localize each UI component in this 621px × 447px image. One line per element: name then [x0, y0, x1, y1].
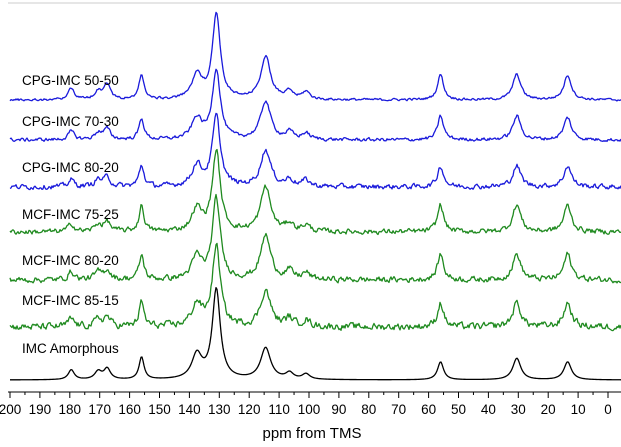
x-axis-title: ppm from TMS [263, 425, 362, 442]
x-tick-label: 130 [208, 402, 231, 417]
spectrum-line-cpg-imc-80-20 [9, 112, 621, 191]
x-tick-label: 170 [88, 402, 111, 417]
series-label: IMC Amorphous [22, 341, 119, 356]
x-tick-label: 30 [511, 402, 526, 417]
x-tick-label: 20 [541, 402, 556, 417]
x-tick-label: 100 [298, 402, 321, 417]
spectrum-line-cpg-imc-70-30 [9, 68, 621, 143]
x-tick-label: 180 [59, 402, 82, 417]
x-tick-label: 110 [268, 402, 290, 417]
x-tick-label: 10 [571, 402, 586, 417]
x-tick-label: 40 [481, 402, 496, 417]
x-tick-label: 0 [604, 402, 612, 417]
series-label: CPG-IMC 70-30 [22, 114, 119, 129]
spectrum-line-cpg-imc-50-50 [9, 11, 621, 102]
x-tick-label: 140 [178, 402, 201, 417]
series-label: MCF-IMC 75-25 [22, 207, 119, 222]
spectra-traces [9, 11, 621, 381]
series-label: CPG-IMC 80-20 [22, 160, 119, 175]
series-label: CPG-IMC 50-50 [22, 73, 119, 88]
series-labels: CPG-IMC 50-50 CPG-IMC 70-30 CPG-IMC 80-20 M… [22, 73, 119, 356]
series-label: MCF-IMC 85-15 [22, 293, 119, 308]
x-tick-label: 60 [421, 402, 436, 417]
spectrum-line-imc-amorphous [10, 287, 621, 381]
x-tick-label: 190 [29, 402, 52, 417]
x-tick-label: 160 [118, 402, 141, 417]
x-axis-ticks: 200 190 180 170 160 150 140 130 120 110 100 90 80 70 6… [0, 392, 612, 417]
x-tick-label: 200 [0, 402, 21, 417]
x-tick-label: 120 [238, 402, 261, 417]
spectrum-line-mcf-imc-80-20 [9, 193, 621, 284]
series-label: MCF-IMC 80-20 [22, 253, 119, 268]
x-tick-label: 90 [331, 402, 346, 417]
x-tick-label: 80 [361, 402, 376, 417]
spectrum-line-mcf-imc-85-15 [9, 242, 621, 332]
x-tick-label: 50 [451, 402, 466, 417]
x-tick-label: 70 [391, 402, 406, 417]
x-tick-label: 150 [148, 402, 171, 417]
spectrum-line-mcf-imc-75-25 [9, 148, 621, 236]
